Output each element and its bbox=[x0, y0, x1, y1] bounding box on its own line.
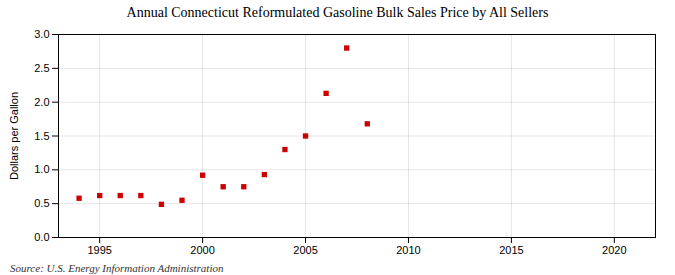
svg-text:2.0: 2.0 bbox=[34, 96, 49, 108]
html-text:Annual Connecticut Reformulate: Annual Connecticut Reformulated Gasoline… bbox=[126, 5, 549, 20]
svg-text:1.0: 1.0 bbox=[34, 163, 49, 175]
html-text:Source: U.S. Energy Informatio: Source: U.S. Energy Information Administ… bbox=[10, 262, 224, 274]
svg-text:1.5: 1.5 bbox=[34, 130, 49, 142]
svg-text:2005: 2005 bbox=[293, 244, 317, 256]
svg-text:1995: 1995 bbox=[87, 244, 111, 256]
svg-text:2020: 2020 bbox=[602, 244, 626, 256]
svg-text:0.5: 0.5 bbox=[34, 197, 49, 209]
svg-text:0.0: 0.0 bbox=[34, 231, 49, 243]
svg-text:3.0: 3.0 bbox=[34, 28, 49, 40]
svg-text:2015: 2015 bbox=[499, 244, 523, 256]
svg-text:2000: 2000 bbox=[190, 244, 214, 256]
svg-text:Dollars per Gallon: Dollars per Gallon bbox=[8, 92, 20, 180]
svg-text:2010: 2010 bbox=[396, 244, 420, 256]
svg-text:2.5: 2.5 bbox=[34, 62, 49, 74]
